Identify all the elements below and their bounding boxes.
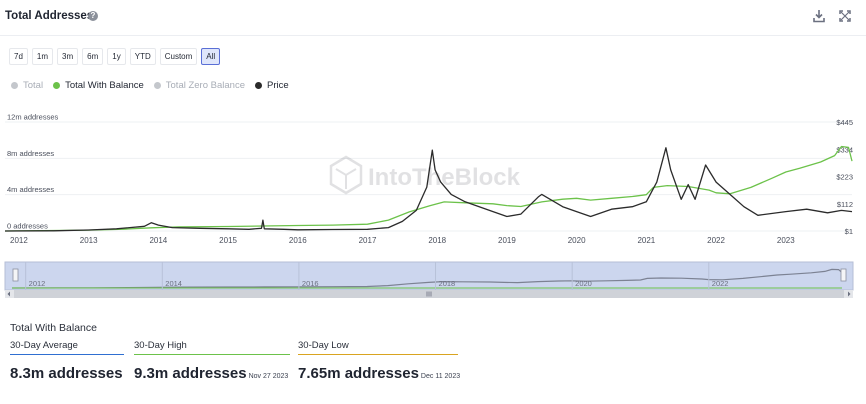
watermark: IntoTheBlock [329,155,521,195]
range-button-ytd[interactable]: YTD [129,48,156,65]
navigator-tick-label: 2020 [575,279,592,288]
stat-underline [10,354,124,355]
y-left-tick-label: 0 addresses [7,222,48,231]
stat-30-day-average: 30-Day Average 8.3m addresses [10,340,124,382]
x-tick-label: 2021 [637,236,655,245]
range-button-3m[interactable]: 3m [57,48,79,65]
scroll-right-icon[interactable] [848,291,851,297]
navigator-tick-label: 2022 [712,279,729,288]
x-tick-label: 2013 [80,236,98,245]
scroll-left-icon[interactable] [7,291,11,297]
range-button-1y[interactable]: 1y [107,48,126,65]
stat-value-text: 8.3m addresses [10,365,123,382]
stat-label: 30-Day Low [298,340,349,351]
y-right-tick-label: $1 [845,227,853,236]
navigator-series-line [11,268,843,289]
navigator-tick-label: 2012 [29,279,46,288]
legend-label: Total With Balance [65,80,144,91]
x-tick-label: 2023 [777,236,795,245]
stat-value: 8.3m addresses [10,365,124,382]
x-tick-label: 2020 [568,236,586,245]
x-tick-label: 2022 [707,236,725,245]
widget-header: Total Addresses ? [0,0,866,36]
stat-value-text: 7.65m addresses [298,365,419,382]
stats-section-title: Total With Balance [10,322,97,334]
x-tick-label: 2017 [359,236,377,245]
range-button-6m[interactable]: 6m [82,48,104,65]
legend-item-total-with-balance[interactable]: Total With Balance [53,80,144,91]
y-left-tick-label: 8m addresses [7,149,54,158]
navigator-selection[interactable] [4,261,854,291]
series-line-price[interactable] [4,147,853,232]
x-tick-label: 2018 [428,236,446,245]
x-tick-label: 2014 [149,236,167,245]
y-right-tick-label: $445 [836,118,853,127]
navigator-right-handle[interactable] [840,268,847,282]
legend-label: Total Zero Balance [165,80,245,91]
y-left-tick-label: 12m addresses [7,113,59,122]
legend-dot-icon [153,82,161,89]
range-navigator[interactable]: 2012 2014 2016 2018 2020 2022 [0,260,866,302]
stat-label: 30-Day High [134,340,187,351]
range-button-7d[interactable]: 7d [9,48,28,65]
x-tick-label: 2012 [10,236,28,245]
stat-value: 9.3m addresses Nov 27 2023 [134,365,290,382]
grip-icon [426,291,432,297]
navigator-tick-label: 2018 [439,279,456,288]
navigator-tick-label: 2014 [165,279,182,288]
stat-underline [298,354,458,355]
navigator-tick-label: 2016 [302,279,319,288]
stat-date: Nov 27 2023 [248,373,289,380]
x-tick-label: 2016 [289,236,307,245]
logo-inner-icon [335,168,357,189]
navigator-left-handle[interactable] [12,268,19,282]
stat-label: 30-Day Average [10,340,78,351]
y-right-tick-label: $112 [837,200,853,209]
legend-dot-icon [11,82,18,89]
legend-dot-icon [254,82,262,89]
legend-label: Price [266,80,289,91]
page-title: Total Addresses [5,10,94,22]
legend-item-price[interactable]: Price [254,80,289,91]
legend-dot-icon [53,82,61,89]
series-line-total-with-balance[interactable] [4,145,853,232]
range-button-all[interactable]: All [201,48,221,65]
main-chart[interactable]: 0 addresses 4m addresses 8m addresses 12m a… [0,112,866,252]
expand-icon[interactable] [838,9,852,23]
y-right-tick-label: $223 [836,173,853,182]
logo-icon [329,155,363,195]
download-icon[interactable] [812,9,826,23]
stat-date: Dec 11 2023 [420,373,461,380]
y-left-tick-label: 4m addresses [7,185,54,194]
stat-underline [134,354,290,355]
chart-legend: Total Total With Balance Total Zero Balanc… [11,80,289,91]
y-right-tick-label: $334 [836,145,853,154]
range-button-custom[interactable]: Custom [159,48,198,65]
legend-item-total[interactable]: Total [11,80,43,91]
help-icon[interactable]: ? [88,11,98,21]
time-range-selector: 7d 1m 3m 6m 1y YTD Custom All [9,48,221,65]
legend-label: Total [23,80,44,91]
stat-value: 7.65m addresses Dec 11 2023 [298,365,461,382]
stat-30-day-low: 30-Day Low 7.65m addresses Dec 11 2023 [298,340,461,382]
x-tick-label: 2015 [219,236,237,245]
range-button-1m[interactable]: 1m [31,48,54,65]
x-tick-label: 2019 [498,236,516,245]
stat-30-day-high: 30-Day High 9.3m addresses Nov 27 2023 [134,340,290,382]
legend-item-total-zero-balance[interactable]: Total Zero Balance [153,80,245,91]
stat-value-text: 9.3m addresses [134,365,247,382]
